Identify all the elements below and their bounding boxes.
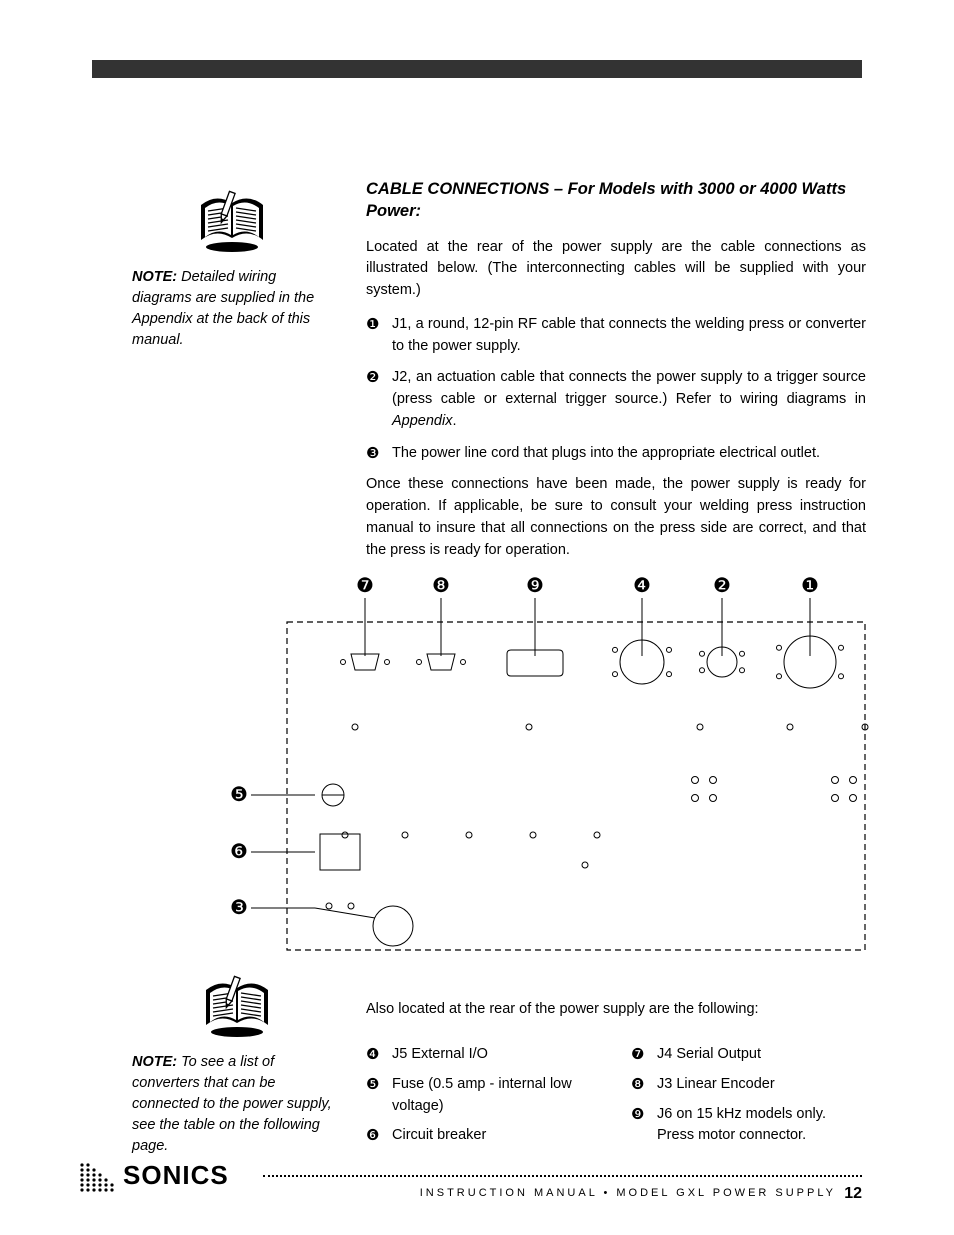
section-heading: CABLE CONNECTIONS – For Models with 3000…: [366, 178, 866, 223]
svg-text:❼: ❼: [356, 575, 374, 597]
item-breaker: Circuit breaker: [392, 1127, 486, 1143]
sonics-dots-icon: [78, 1161, 118, 1195]
manual-book-icon: [196, 970, 278, 1040]
item-j3: J3 Linear Encoder: [657, 1076, 775, 1092]
svg-text:❺: ❺: [230, 784, 248, 806]
after-list-paragraph: Once these connections have been made, t…: [366, 474, 866, 561]
list-item-2: J2, an actuation cable that connects the…: [392, 369, 866, 407]
manual-book-icon: [191, 185, 273, 255]
also-paragraph: Also located at the rear of the power su…: [366, 1001, 866, 1017]
page-footer: SONICS INSTRUCTION MANUAL • MODEL GXL PO…: [78, 1165, 862, 1205]
item-fuse: Fuse (0.5 amp - internal low voltage): [392, 1076, 572, 1114]
item-j5: J5 External I/O: [392, 1046, 488, 1062]
list-marker-3: ❸: [366, 443, 379, 466]
header-bar: [92, 60, 862, 78]
marker-5: ❺: [366, 1074, 379, 1097]
intro-paragraph: Located at the rear of the power supply …: [366, 237, 866, 302]
rear-items-columns: ❹ J5 External I/O ❺ Fuse (0.5 amp - intern…: [366, 1044, 866, 1155]
rear-panel-diagram: ❼ ❽ ❾ ❹ ❷ ❶ ❺ ❻ ❸: [225, 570, 875, 980]
list-item-3: The power line cord that plugs into the …: [392, 445, 820, 461]
sidebar-note-1: NOTE: Detailed wiring diagrams are suppl…: [132, 185, 332, 351]
numbered-list: ❶ J1, a round, 12-pin RF cable that conne…: [366, 314, 866, 465]
list-marker-2: ❷: [366, 367, 379, 390]
svg-text:❶: ❶: [801, 575, 819, 597]
item-j6: J6 on 15 kHz models only. Press motor co…: [657, 1106, 826, 1144]
svg-text:❹: ❹: [633, 575, 651, 597]
page-number: 12: [844, 1185, 862, 1203]
note-label: NOTE:: [132, 269, 177, 285]
list-marker-1: ❶: [366, 314, 379, 337]
marker-8: ❽: [631, 1074, 644, 1097]
svg-text:❾: ❾: [526, 575, 544, 597]
svg-text:❸: ❸: [230, 897, 248, 919]
brand-name: SONICS: [123, 1160, 229, 1191]
sidebar-note-2: NOTE: To see a list of converters that c…: [132, 970, 342, 1157]
footer-dotted-line: [263, 1175, 862, 1177]
footer-text: INSTRUCTION MANUAL • MODEL GXL POWER SUP…: [420, 1187, 836, 1199]
item-j4: J4 Serial Output: [657, 1046, 761, 1062]
marker-9: ❾: [631, 1104, 644, 1127]
svg-text:❽: ❽: [432, 575, 450, 597]
list-item-1: J1, a round, 12-pin RF cable that connec…: [392, 316, 866, 354]
marker-6: ❻: [366, 1125, 379, 1148]
note-label: NOTE:: [132, 1054, 177, 1070]
main-content: CABLE CONNECTIONS – For Models with 3000…: [366, 178, 866, 573]
svg-text:❻: ❻: [230, 841, 248, 863]
right-column: ❼ J4 Serial Output ❽ J3 Linear Encoder ❾ J6…: [631, 1044, 866, 1155]
marker-4: ❹: [366, 1044, 379, 1067]
left-column: ❹ J5 External I/O ❺ Fuse (0.5 amp - intern…: [366, 1044, 601, 1155]
svg-text:❷: ❷: [713, 575, 731, 597]
marker-7: ❼: [631, 1044, 644, 1067]
appendix-word: Appendix: [392, 413, 452, 429]
